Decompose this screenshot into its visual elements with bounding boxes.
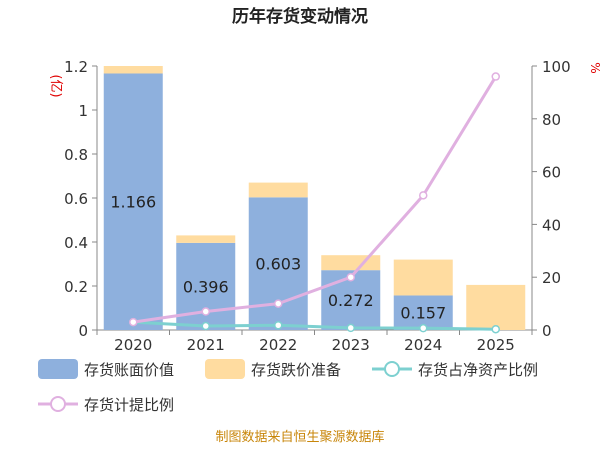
x-tick-label: 2024: [404, 336, 442, 354]
legend-label: 存货计提比例: [84, 396, 174, 414]
line-inventory-ratio-point: [346, 323, 355, 333]
line-inventory-ratio-point: [491, 324, 500, 334]
bar-impairment: [176, 235, 236, 243]
left-axis-unit: (亿): [48, 74, 63, 97]
bar-value-label: 0.272: [328, 291, 374, 310]
bar-value-label: 1.166: [110, 193, 156, 212]
bar-value-label: 0.396: [183, 277, 229, 296]
data-source-note: 制图数据来自恒生聚源数据库: [215, 429, 384, 445]
left-tick-label: 1.2: [64, 58, 88, 76]
right-tick-label: 0: [542, 322, 552, 340]
legend-swatch-marker: [50, 396, 66, 412]
legend-label: 存货占净资产比例: [418, 361, 538, 379]
labels-layer: 1.166 0.396 0.603 0.272 0.157: [110, 193, 446, 323]
bar-book-value: [103, 73, 163, 330]
line-provision-ratio-point: [129, 317, 138, 327]
line-provision-ratio-point: [346, 272, 355, 282]
x-tick-label: 2021: [187, 336, 225, 354]
bar-value-label: 0.603: [255, 255, 301, 274]
legend-swatch: [38, 359, 78, 379]
legend-label: 存货跌价准备: [251, 361, 341, 379]
bar-value-label: 0.157: [400, 304, 446, 323]
bar-impairment: [103, 66, 163, 74]
left-tick-label: 0.4: [64, 234, 88, 252]
right-tick-label: 40: [542, 216, 561, 234]
bar-impairment: [466, 284, 526, 330]
line-provision-ratio-point: [274, 299, 283, 308]
line-provision-ratio: [133, 75, 498, 324]
bar-impairment: [393, 259, 453, 296]
line-provision-ratio-point: [419, 191, 428, 200]
line-provision-ratio-point: [201, 307, 210, 316]
chart-title: 历年存货变动情况: [232, 6, 368, 27]
left-tick-label: 0.6: [64, 190, 88, 208]
bar-impairment: [321, 255, 381, 271]
line-inventory-ratio-point: [419, 323, 428, 333]
x-tick-label: 2022: [259, 336, 297, 354]
legend-swatch-marker: [384, 361, 400, 377]
x-tick-label: 2020: [114, 336, 152, 354]
line-provision-ratio-point: [491, 72, 500, 81]
line-inventory-ratio-point: [274, 320, 283, 330]
legend-swatch: [205, 359, 245, 379]
bar-impairment: [248, 182, 308, 198]
bars-layer: [103, 66, 526, 330]
lines-layer: [129, 72, 500, 334]
legend-label: 存货账面价值: [84, 361, 174, 379]
right-tick-label: 80: [542, 111, 561, 129]
line-inventory-ratio: [133, 320, 496, 331]
left-tick-label: 1: [78, 102, 88, 120]
right-tick-label: 20: [542, 269, 561, 287]
left-tick-label: 0.2: [64, 278, 88, 296]
x-tick-label: 2023: [332, 336, 370, 354]
right-tick-label: 100: [542, 58, 571, 76]
left-tick-label: 0: [78, 322, 88, 340]
left-tick-label: 0.8: [64, 146, 88, 164]
x-tick-label: 2025: [477, 336, 515, 354]
axes-layer: 0 0.2 0.4 0.6 0.8 1 1.2 0 20 40 60 80 100 2020 2021 202…: [64, 58, 571, 354]
line-inventory-ratio-point: [201, 321, 210, 331]
bar-book-value: [248, 197, 308, 330]
right-tick-label: 60: [542, 164, 561, 182]
right-axis-unit: %: [588, 62, 600, 73]
